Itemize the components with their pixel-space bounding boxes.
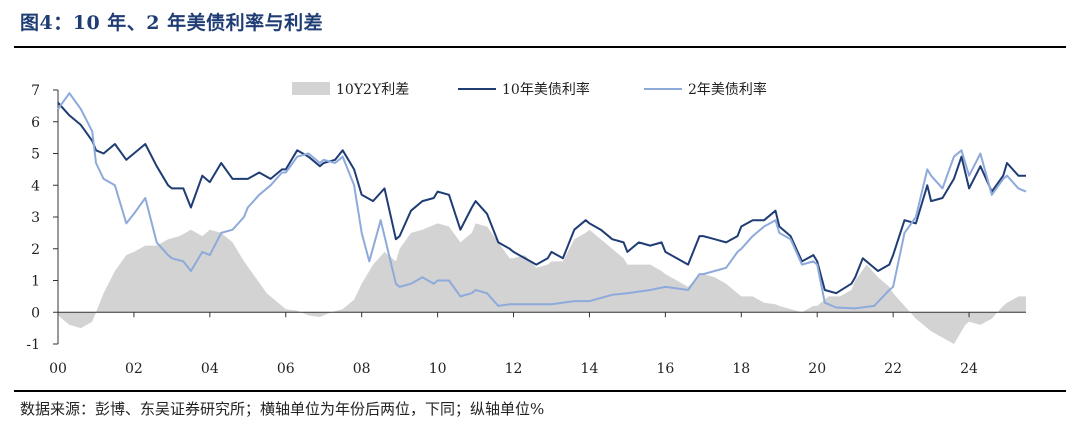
y-tick-label: 0 bbox=[31, 305, 40, 321]
y-tick-label: 4 bbox=[31, 178, 40, 194]
x-tick-label: 20 bbox=[808, 361, 826, 377]
x-tick-label: 08 bbox=[353, 361, 371, 377]
series-area-spread bbox=[58, 223, 1026, 344]
x-tick-label: 22 bbox=[884, 361, 902, 377]
x-tick-label: 00 bbox=[49, 361, 67, 377]
legend-label: 10年美债利率 bbox=[502, 81, 590, 98]
legend-label: 2年美债利率 bbox=[688, 81, 767, 98]
y-tick-label: 6 bbox=[31, 115, 40, 131]
y-tick-label: 5 bbox=[31, 147, 40, 163]
y-tick-label: -1 bbox=[26, 337, 40, 353]
y-tick-label: 3 bbox=[31, 210, 40, 226]
series-line-10y bbox=[57, 102, 1026, 295]
x-tick-label: 18 bbox=[732, 361, 750, 377]
bottom-rule bbox=[14, 390, 1066, 392]
area-layer bbox=[58, 223, 1026, 344]
x-tick-label: 16 bbox=[656, 361, 674, 377]
legend: 10Y2Y利差 10年美债利率 2年美债利率 bbox=[292, 81, 767, 98]
x-tick-label: 12 bbox=[505, 361, 523, 377]
x-tick-label: 14 bbox=[581, 361, 599, 377]
y-tick-label: 2 bbox=[31, 242, 40, 258]
legend-swatch-area bbox=[292, 82, 330, 95]
y-tick-label: 1 bbox=[31, 274, 40, 290]
top-rule bbox=[14, 46, 1066, 48]
legend-label: 10Y2Y利差 bbox=[336, 82, 409, 98]
series-line-2y bbox=[57, 92, 1027, 310]
x-tick-label: 04 bbox=[201, 361, 219, 377]
y-tick-label: 7 bbox=[31, 83, 40, 99]
source-note: 数据来源：彭博、东吴证券研究所；横轴单位为年份后两位，下同；纵轴单位% bbox=[20, 400, 545, 418]
x-tick-label: 02 bbox=[125, 361, 143, 377]
x-tick-label: 24 bbox=[960, 361, 978, 377]
x-tick-label: 06 bbox=[277, 361, 295, 377]
chart-title: 图4：10 年、2 年美债利率与利差 bbox=[20, 12, 324, 34]
x-tick-label: 10 bbox=[429, 361, 447, 377]
line-layer bbox=[57, 92, 1027, 310]
